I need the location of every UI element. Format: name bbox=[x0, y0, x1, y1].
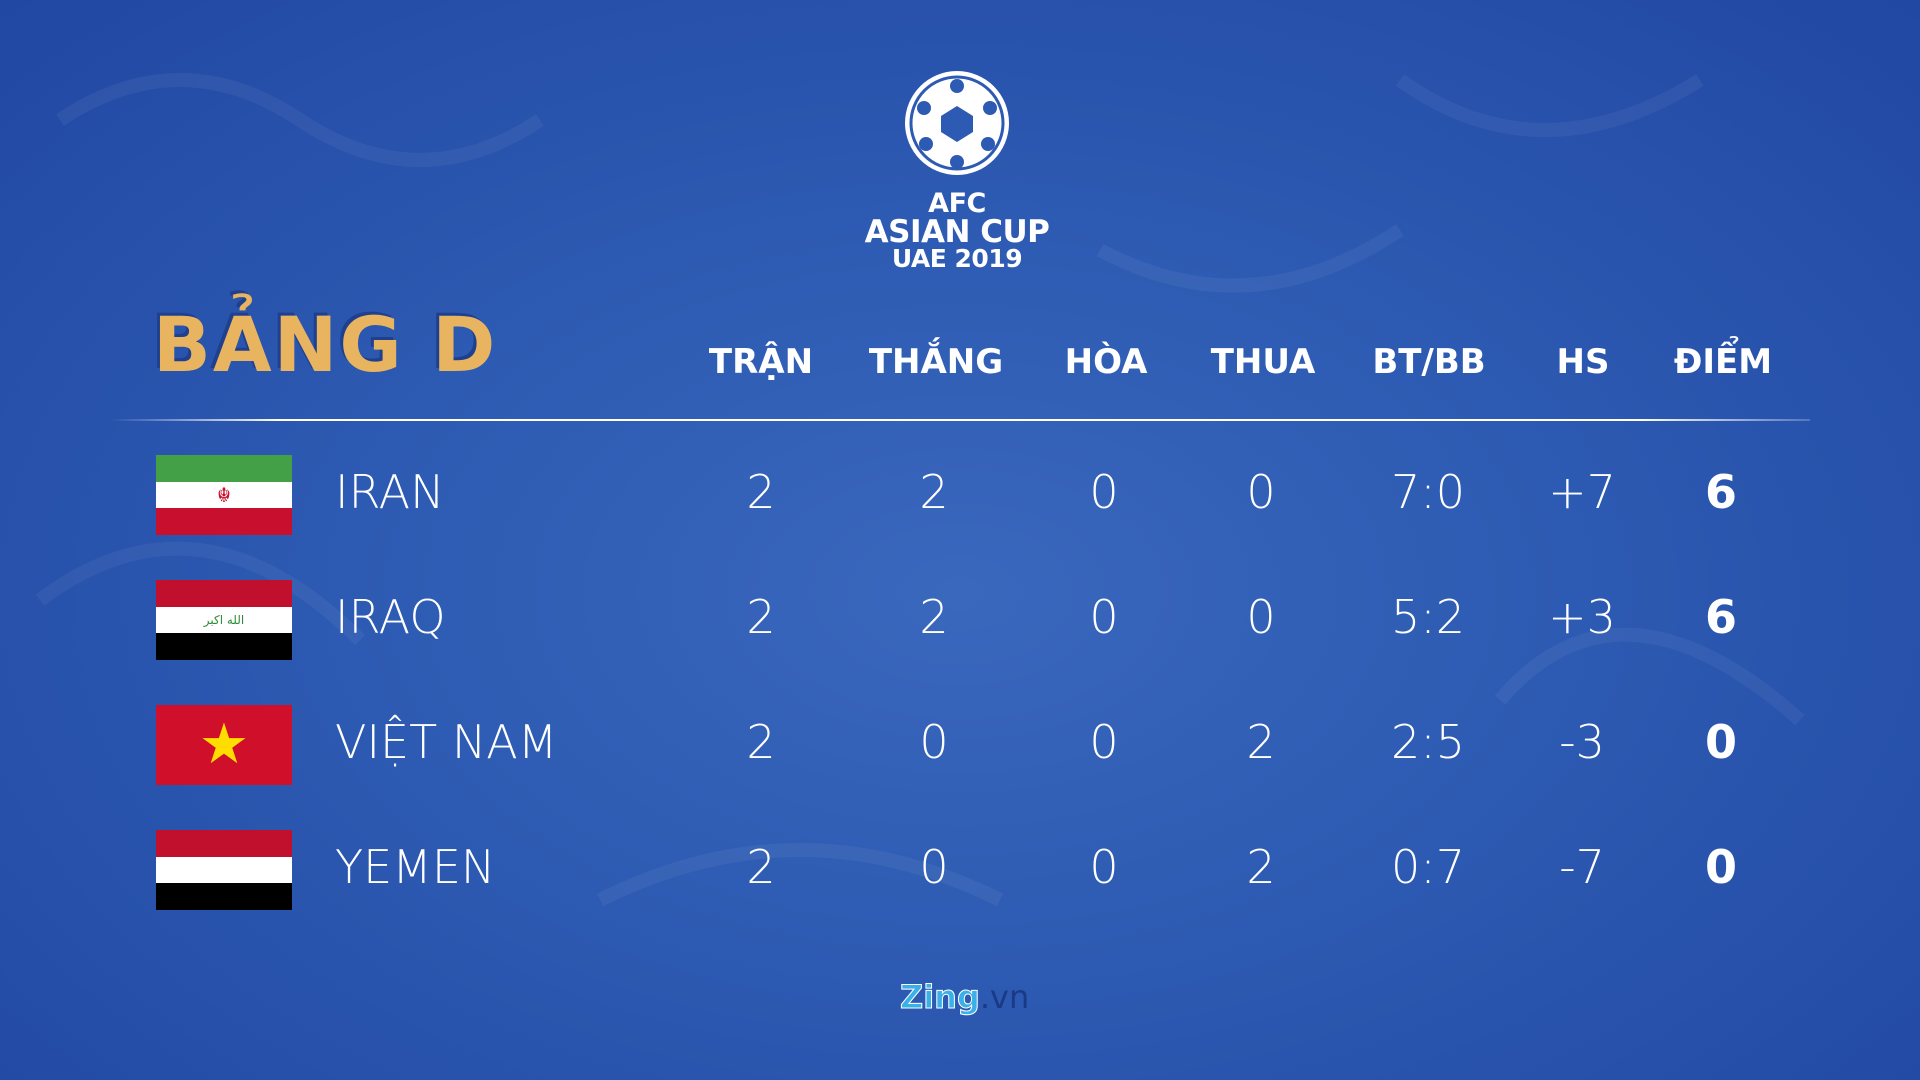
header-lost: THUA bbox=[1210, 342, 1316, 382]
cell-drawn: 0 bbox=[1089, 465, 1119, 519]
header-played: TRẬN bbox=[708, 342, 814, 382]
zing-logo: Zing.vn bbox=[900, 978, 1030, 1017]
afc-logo bbox=[897, 68, 1017, 182]
cell-played: 2 bbox=[746, 465, 776, 519]
cell-goal-diff: -3 bbox=[1559, 715, 1605, 769]
header-divider bbox=[110, 419, 1810, 421]
cell-won: 2 bbox=[919, 465, 949, 519]
soccer-ball-icon bbox=[905, 71, 1009, 175]
cell-won: 0 bbox=[919, 715, 949, 769]
cell-goal-diff: +3 bbox=[1548, 590, 1616, 644]
cell-lost: 0 bbox=[1246, 465, 1276, 519]
cell-drawn: 0 bbox=[1089, 840, 1119, 894]
cell-drawn: 0 bbox=[1089, 715, 1119, 769]
iraq-flag: الله اكبر bbox=[156, 580, 292, 660]
team-name: IRAN bbox=[335, 465, 445, 519]
vietnam-flag: ★ bbox=[156, 705, 292, 785]
logo-line3: UAE 2019 bbox=[891, 244, 1023, 273]
header-won: THẮNG bbox=[868, 342, 1004, 382]
cell-points: 0 bbox=[1704, 715, 1738, 769]
cell-played: 2 bbox=[746, 715, 776, 769]
yemen-flag bbox=[156, 830, 292, 910]
cell-lost: 2 bbox=[1246, 715, 1276, 769]
team-name: VIỆT NAM bbox=[335, 715, 558, 769]
cell-goals: 5:2 bbox=[1390, 590, 1466, 644]
cell-drawn: 0 bbox=[1089, 590, 1119, 644]
team-name: IRAQ bbox=[335, 590, 446, 644]
cell-goal-diff: -7 bbox=[1559, 840, 1605, 894]
cell-played: 2 bbox=[746, 840, 776, 894]
logo-line1: AFC bbox=[928, 188, 986, 219]
iran-flag: ☬ bbox=[156, 455, 292, 535]
team-name: YEMEN bbox=[335, 840, 496, 894]
cell-played: 2 bbox=[746, 590, 776, 644]
cell-goal-diff: +7 bbox=[1548, 465, 1616, 519]
cell-won: 2 bbox=[919, 590, 949, 644]
header-goals: BT/BB bbox=[1372, 342, 1486, 382]
zing-brand: Zing bbox=[900, 978, 981, 1017]
cell-won: 0 bbox=[919, 840, 949, 894]
cell-goals: 0:7 bbox=[1390, 840, 1466, 894]
cell-lost: 0 bbox=[1246, 590, 1276, 644]
cell-lost: 2 bbox=[1246, 840, 1276, 894]
cell-points: 6 bbox=[1704, 465, 1738, 519]
header-goal-diff: HS bbox=[1556, 342, 1610, 382]
cell-points: 0 bbox=[1704, 840, 1738, 894]
cell-goals: 2:5 bbox=[1390, 715, 1466, 769]
cell-points: 6 bbox=[1704, 590, 1738, 644]
zing-domain: .vn bbox=[979, 978, 1030, 1016]
cell-goals: 7:0 bbox=[1390, 465, 1466, 519]
group-title: BẢNG D bbox=[153, 300, 498, 389]
header-drawn: HÒA bbox=[1064, 342, 1148, 382]
header-points: ĐIỂM bbox=[1673, 342, 1773, 382]
logo-line2: ASIAN CUP bbox=[864, 214, 1050, 250]
